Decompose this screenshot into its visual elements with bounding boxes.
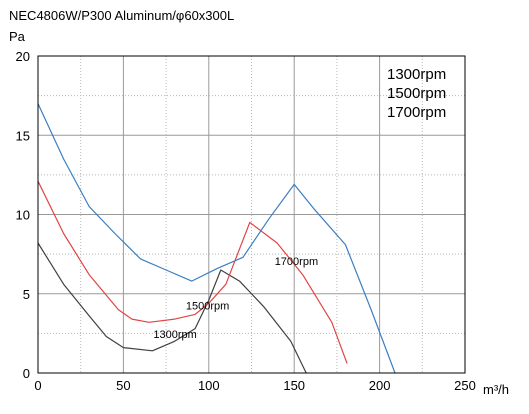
x-tick-label: 100 (198, 378, 220, 393)
x-tick-label: 200 (369, 378, 391, 393)
x-tick-label: 0 (34, 378, 41, 393)
y-tick-label: 0 (23, 366, 30, 381)
plot-frame (37, 55, 466, 374)
x-axis-label: m³/h (483, 382, 509, 397)
series-line-1700rpm (37, 103, 396, 374)
x-tick-label: 250 (454, 378, 476, 393)
series-group (37, 103, 396, 374)
legend-entry: 1500rpm (387, 85, 446, 102)
chart-title: NEC4806W/P300 Aluminum/φ60x300L (9, 8, 234, 23)
annotations: 1300rpm 1500rpm 1700rpm (153, 256, 318, 341)
y-axis-label: Pa (9, 29, 26, 44)
legend-entry: 1700rpm (387, 104, 446, 121)
x-tick-label: 50 (116, 378, 130, 393)
series-annotation-1500rpm: 1500rpm (186, 301, 229, 313)
legend: 1300rpm 1500rpm 1700rpm (387, 66, 446, 121)
y-tick-label: 5 (23, 287, 30, 302)
tick-labels: 0 50 100 150 200 250 0 5 10 15 20 (16, 49, 476, 393)
series-line-1300rpm (37, 242, 307, 374)
y-tick-label: 15 (16, 128, 30, 143)
x-tick-label: 150 (283, 378, 305, 393)
series-line-1500rpm (37, 180, 348, 364)
y-tick-label: 20 (16, 49, 30, 64)
legend-entry: 1300rpm (387, 66, 446, 83)
series-annotation-1300rpm: 1300rpm (153, 329, 196, 341)
series-annotation-1700rpm: 1700rpm (275, 256, 318, 268)
y-tick-label: 10 (16, 208, 30, 223)
